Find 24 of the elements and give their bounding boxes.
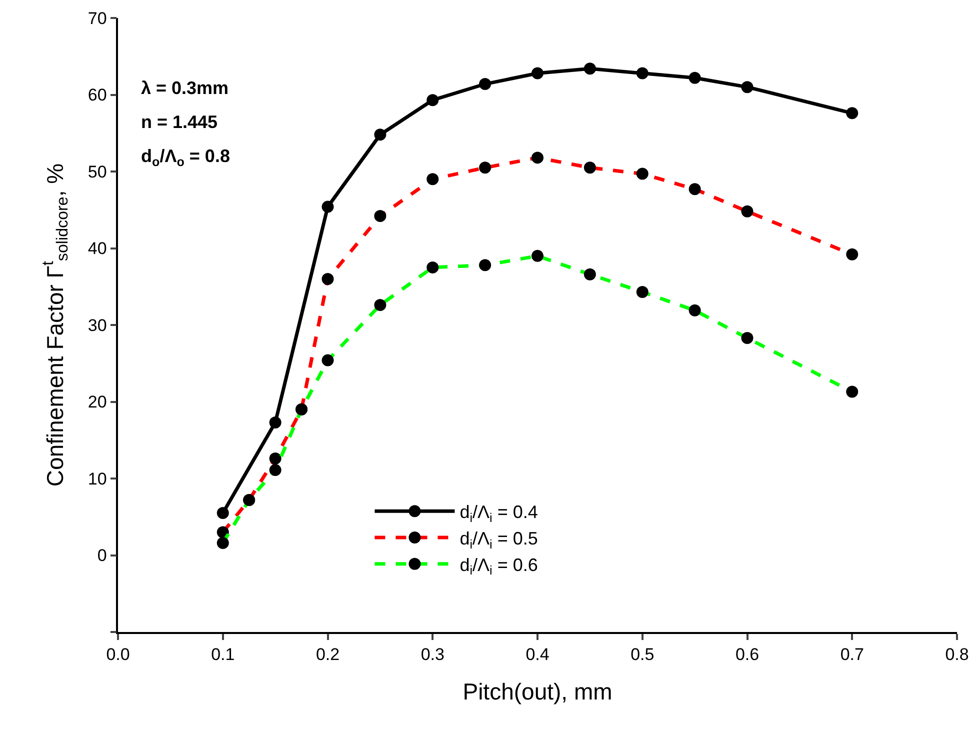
x-axis-title: Pitch(out), mm: [462, 678, 612, 704]
annotation: d$_{o}$/Λ$_{o}$ = 0.8: [141, 146, 230, 169]
y-tick-label: 20: [88, 392, 107, 412]
legend-label: d$_{i}$/Λ$_{i}$ = 0.6: [460, 554, 538, 578]
y-tick-label: 60: [88, 86, 107, 105]
x-tick-label: 0.0: [106, 645, 130, 664]
y-tick-label: 70: [88, 8, 107, 28]
annotation: n = 1.445: [141, 112, 218, 132]
x-tick-label: 0.4: [526, 645, 550, 664]
x-tick-label: 0.8: [945, 645, 969, 664]
legend-label: d$_{i}$/Λ$_{i}$ = 0.5: [460, 528, 538, 552]
x-tick-label: 0.2: [316, 645, 340, 664]
y-tick-label: 10: [88, 469, 107, 488]
x-tick-label: 0.3: [420, 645, 444, 664]
legend-label: d$_{i}$/Λ$_{i}$ = 0.4: [460, 502, 538, 525]
x-tick-label: 0.1: [211, 645, 235, 664]
y-tick-label: 30: [88, 316, 107, 335]
x-tick-label: 0.5: [630, 645, 654, 664]
x-tick-label: 0.6: [735, 645, 760, 664]
y-tick-label: 40: [88, 239, 107, 258]
y-tick-label: 50: [88, 162, 107, 182]
y-tick-label: 0: [97, 546, 107, 566]
annotation: λ = 0.3mm: [141, 78, 229, 98]
x-tick-label: 0.7: [840, 645, 864, 664]
